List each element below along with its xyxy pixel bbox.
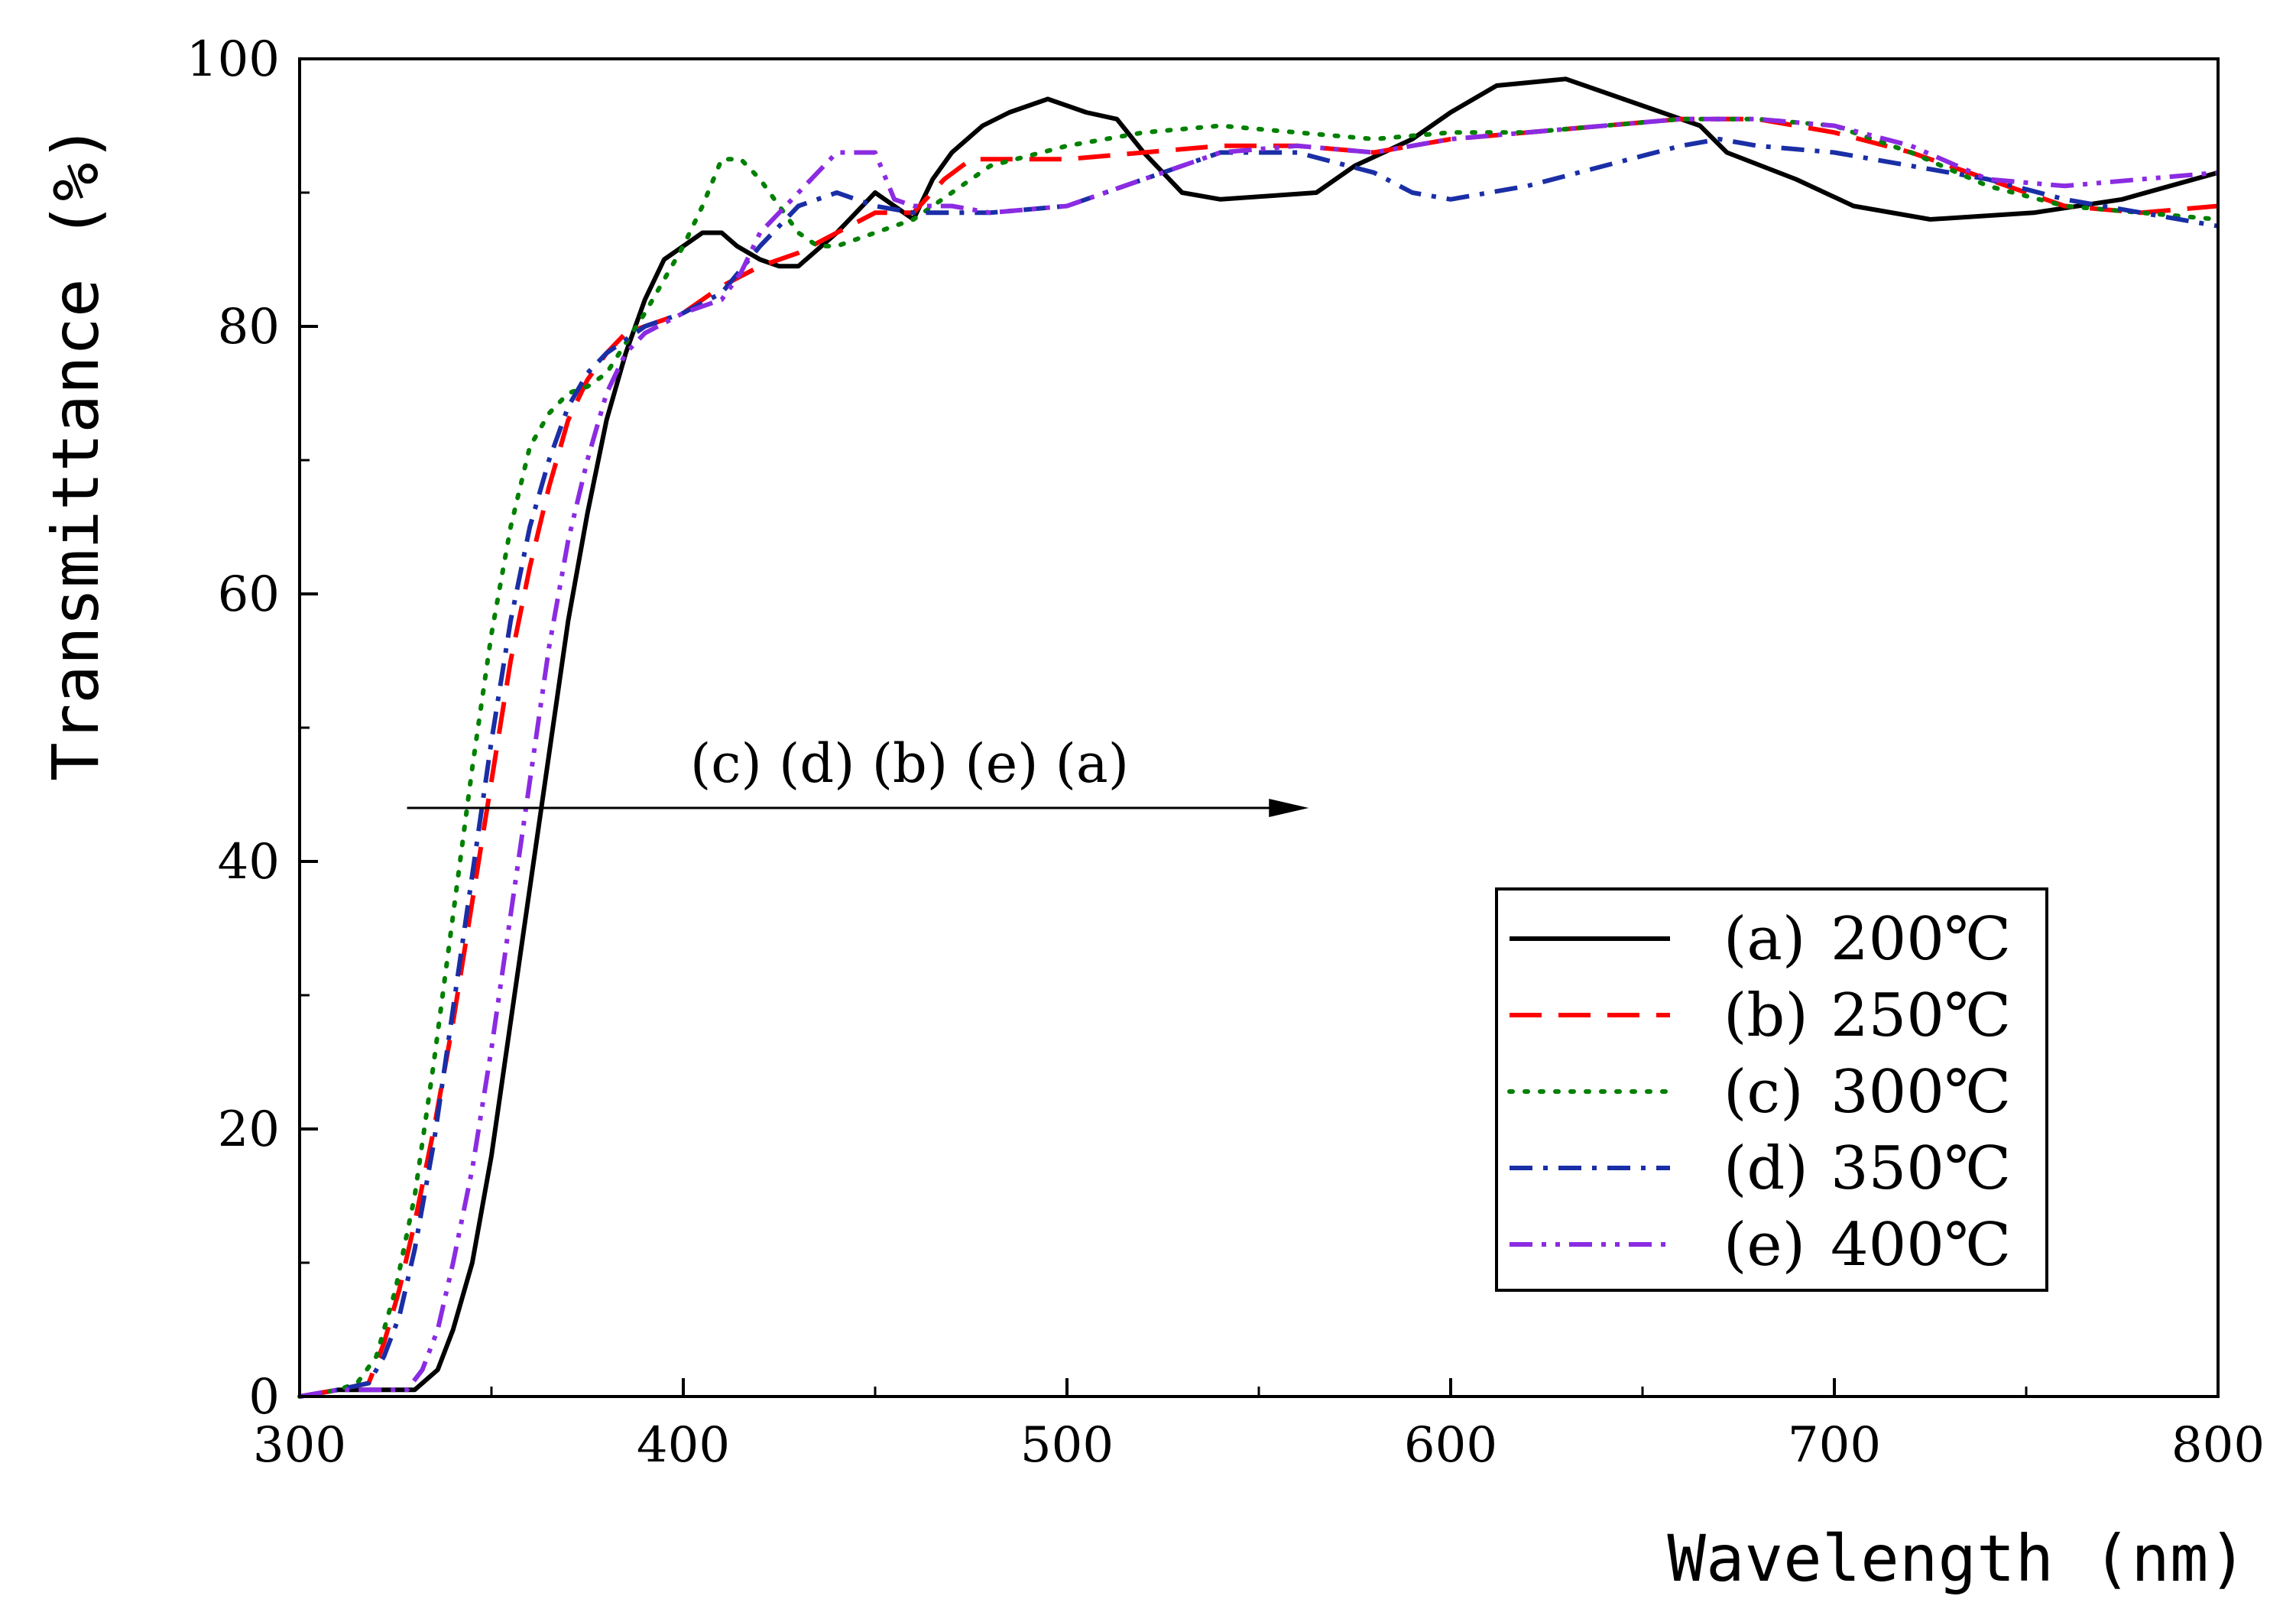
x-axis-title: Wavelength (nm)	[1667, 1521, 2247, 1596]
series-line-a	[299, 76, 2219, 1399]
x-tick-label: 400	[637, 1417, 730, 1474]
legend-label-value: 350℃	[1831, 1134, 2011, 1203]
x-tick-label: 500	[1020, 1417, 1114, 1474]
legend-items: (a) 200℃ (b) 250℃ (c) 300℃ (d) 350℃ (e) 400℃	[1507, 905, 2011, 1280]
legend-label-prefix: (b)	[1724, 981, 1808, 1050]
legend-label-prefix: (d)	[1724, 1134, 1808, 1203]
annotation: (c) (d) (b) (e) (a)	[407, 732, 1309, 817]
x-tick-label: 700	[1788, 1417, 1881, 1474]
series-line-c	[297, 116, 2220, 1399]
ticks-layer: 300 400 500 600 700 800 0 20 40 60 80 100	[186, 31, 2265, 1474]
x-tick-label: 300	[253, 1417, 346, 1474]
x-tick-label: 800	[2171, 1417, 2265, 1474]
annotation-text: (c) (d) (b) (e) (a)	[690, 732, 1129, 795]
legend-label-prefix: (e)	[1724, 1211, 1805, 1280]
legend-label-value: 250℃	[1831, 981, 2011, 1050]
annotation-arrow-head	[1269, 799, 1309, 817]
y-tick-label: 20	[218, 1101, 280, 1158]
y-tick-label: 60	[218, 566, 280, 623]
legend-label-value: 200℃	[1831, 905, 2011, 974]
y-tick-label: 0	[248, 1369, 280, 1426]
y-axis-title: Transmittance (%)	[38, 124, 113, 781]
x-tick-label: 600	[1404, 1417, 1497, 1474]
y-tick-label: 40	[218, 834, 280, 890]
legend-label-value: 400℃	[1831, 1211, 2011, 1280]
y-tick-label: 100	[186, 31, 280, 88]
series-line-d	[299, 137, 2219, 1399]
series-line-e	[299, 116, 2219, 1399]
y-tick-label: 80	[218, 299, 280, 355]
legend-label-prefix: (a)	[1724, 905, 1805, 974]
legend-label-value: 300℃	[1831, 1058, 2011, 1127]
legend-label-prefix: (c)	[1724, 1058, 1804, 1127]
legend: (a) 200℃ (b) 250℃ (c) 300℃ (d) 350℃ (e) 400℃	[1495, 887, 2048, 1292]
series-layer	[297, 76, 2220, 1399]
